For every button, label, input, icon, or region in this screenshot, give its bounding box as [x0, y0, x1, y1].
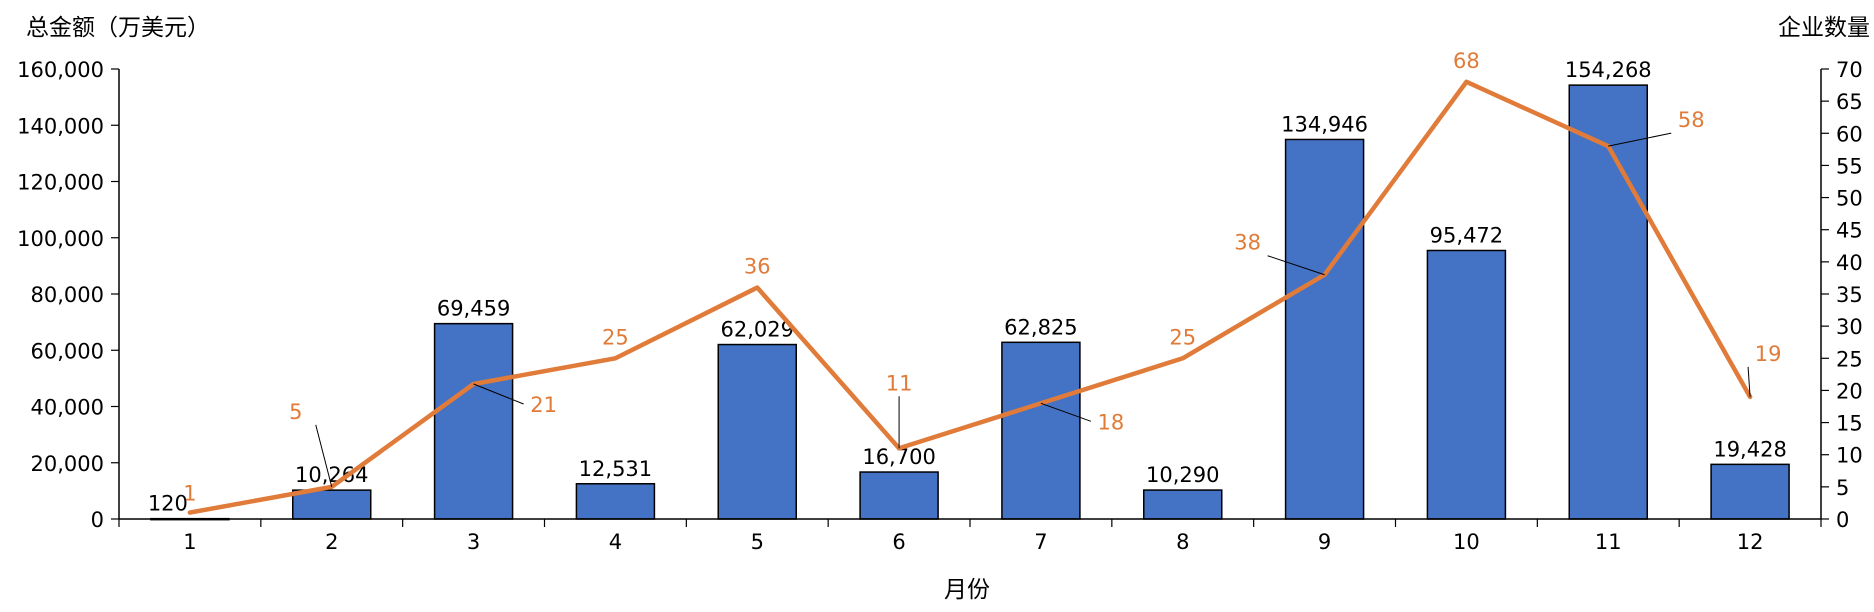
right-y-tick-label: 70 [1836, 58, 1863, 82]
bar-data-label: 69,459 [437, 297, 510, 321]
line-data-label: 36 [744, 255, 771, 279]
bar [1284, 138, 1365, 520]
right-y-tick-label: 25 [1836, 347, 1863, 371]
line-label-leader [315, 424, 333, 487]
bar [575, 483, 656, 520]
line-label-leader [1040, 402, 1092, 422]
bar-data-label: 12,531 [579, 457, 652, 481]
x-tick-label: 4 [609, 530, 622, 554]
line-data-label: 19 [1755, 342, 1782, 366]
right-y-tick-label: 35 [1836, 283, 1863, 307]
x-tick-label: 8 [1176, 530, 1189, 554]
x-tick-label: 9 [1318, 530, 1331, 554]
bar [1426, 249, 1507, 520]
line-point [755, 285, 760, 290]
bar [1710, 463, 1790, 520]
x-tick-label: 11 [1595, 530, 1622, 554]
bar-data-label: 62,825 [1004, 315, 1077, 339]
left-y-tick-label: 140,000 [17, 114, 104, 138]
line-data-label: 25 [1169, 325, 1196, 349]
bar-data-label: 120 [148, 492, 188, 516]
bar-data-label: 134,946 [1281, 112, 1368, 136]
bar-data-label: 62,029 [721, 318, 794, 342]
x-tick-label: 5 [751, 530, 764, 554]
left-y-tick-label: 100,000 [17, 227, 104, 251]
bar-data-label: 95,472 [1430, 223, 1503, 247]
left-y-tick-label: 120,000 [17, 171, 104, 195]
x-tick-label: 12 [1737, 530, 1764, 554]
bar [433, 322, 514, 520]
x-tick-label: 1 [183, 530, 196, 554]
right-y-tick-label: 20 [1836, 379, 1863, 403]
right-y-tick-label: 15 [1836, 412, 1863, 436]
right-y-tick-label: 5 [1836, 476, 1849, 500]
right-y-tick-label: 55 [1836, 154, 1863, 178]
line-point [187, 510, 192, 515]
line-label-leader [473, 383, 524, 405]
right-y-tick-label: 65 [1836, 90, 1863, 114]
right-y-tick-label: 45 [1836, 219, 1863, 243]
bar [1001, 341, 1081, 520]
bar [859, 471, 939, 520]
line-data-label: 1 [183, 482, 196, 506]
bar [292, 489, 372, 520]
line-data-label: 25 [602, 325, 629, 349]
x-tick-label: 2 [325, 530, 338, 554]
right-y-tick-label: 30 [1836, 315, 1863, 339]
x-axis-title: 月份 [944, 577, 990, 603]
line-point [1180, 356, 1185, 361]
left-y-tick-label: 80,000 [31, 283, 104, 307]
right-y-tick-label: 40 [1836, 251, 1863, 275]
right-y-tick-label: 0 [1836, 508, 1849, 532]
left-axis-title: 总金额（万美元） [26, 15, 210, 41]
x-tick-label: 6 [892, 530, 905, 554]
line-point [613, 356, 618, 361]
line-data-label: 38 [1234, 231, 1261, 255]
right-axis-title: 企业数量 [1778, 15, 1870, 41]
line-data-label: 5 [289, 400, 302, 424]
bar-data-label: 10,290 [1146, 463, 1219, 487]
bar [1143, 489, 1223, 520]
bar [1568, 84, 1648, 520]
left-y-tick-label: 40,000 [31, 396, 104, 420]
bar-data-label: 19,428 [1713, 437, 1786, 461]
left-y-tick-label: 60,000 [31, 339, 104, 363]
line-data-label: 68 [1453, 49, 1480, 73]
line-label-leader [1267, 255, 1325, 276]
bar [717, 343, 797, 520]
line-data-label: 18 [1098, 410, 1125, 434]
x-tick-label: 3 [467, 530, 480, 554]
right-y-tick-label: 50 [1836, 187, 1863, 211]
left-y-tick-label: 0 [91, 508, 104, 532]
line-data-label: 11 [886, 371, 913, 395]
bar-data-label: 154,268 [1565, 58, 1652, 82]
line-label-leader [1747, 366, 1751, 397]
line-point [1464, 79, 1469, 84]
x-tick-label: 7 [1034, 530, 1047, 554]
line-series [187, 79, 1753, 515]
left-y-tick-label: 160,000 [17, 58, 104, 82]
line-data-label: 58 [1678, 108, 1705, 132]
right-y-tick-label: 60 [1836, 122, 1863, 146]
line-data-label: 21 [530, 393, 557, 417]
left-y-tick-label: 20,000 [31, 452, 104, 476]
right-y-tick-label: 10 [1836, 444, 1863, 468]
x-tick-label: 10 [1453, 530, 1480, 554]
line-label-leader [1608, 132, 1672, 147]
